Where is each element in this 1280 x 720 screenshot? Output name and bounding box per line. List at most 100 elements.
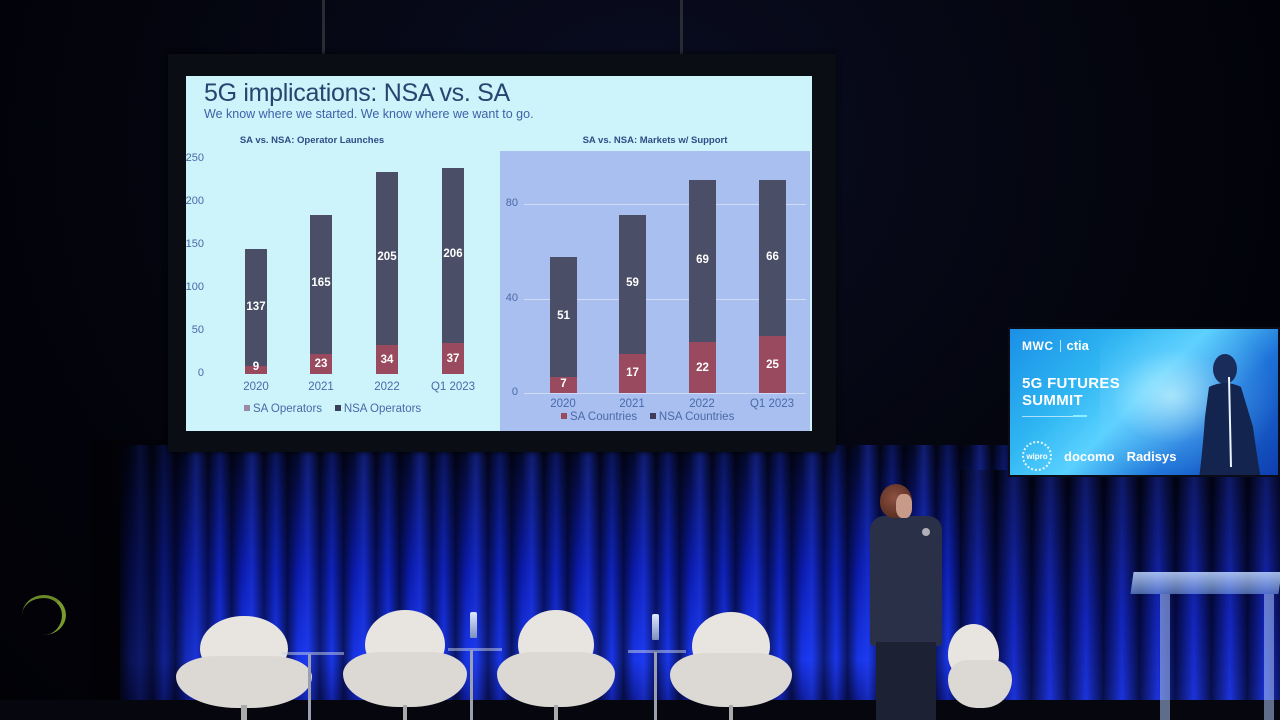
nsa-value: 206 — [443, 248, 463, 260]
nsa-segment — [442, 168, 464, 343]
presentation-slide: 5G implications: NSA vs. SA We know wher… — [186, 76, 812, 431]
chart-legend: SA Operators NSA Operators — [244, 403, 421, 415]
y-tick: 100 — [186, 281, 204, 293]
sa-segment — [689, 342, 716, 393]
tv-sponsors: wipro docomo Radisys — [1022, 441, 1176, 471]
slide-title: 5G implications: NSA vs. SA — [204, 79, 510, 107]
sa-value: 37 — [446, 353, 460, 365]
x-tick: 2022 — [689, 398, 715, 410]
sa-segment — [619, 354, 646, 393]
sa-value: 22 — [696, 362, 709, 374]
logo-separator — [1059, 339, 1061, 352]
tv-title-line2: SUMMIT — [1022, 392, 1083, 409]
nsa-value: 137 — [246, 301, 266, 313]
gridline — [524, 299, 806, 300]
y-tick: 0 — [197, 367, 204, 379]
nsa-segment — [689, 180, 716, 342]
radisys-logo: Radisys — [1126, 448, 1177, 464]
bar-2021: 165 23 — [310, 215, 332, 374]
side-table — [282, 652, 344, 655]
y-tick: 150 — [186, 238, 204, 250]
woman-figure-graphic — [1199, 354, 1261, 475]
presenter-suit — [870, 516, 942, 646]
side-table — [448, 648, 502, 651]
swan-chair — [670, 612, 792, 720]
side-table-stand — [654, 652, 657, 720]
sa-value: 7 — [560, 378, 567, 390]
y-tick: 250 — [186, 152, 204, 164]
y-tick: 50 — [191, 324, 204, 336]
nsa-segment — [619, 215, 646, 354]
side-table-stand — [470, 650, 473, 720]
nsa-value: 165 — [311, 277, 331, 289]
nsa-segment — [550, 257, 577, 377]
bar-q1-2023: 206 37 — [442, 168, 464, 374]
mwc-logo: MWC — [1022, 338, 1054, 353]
y-tick: 40 — [505, 292, 518, 304]
event-tv-display: MWC ctia 5G FUTURES SUMMIT wipro docomo … — [1008, 327, 1280, 477]
nsa-segment — [310, 215, 332, 354]
tv-title-line1: 5G FUTURES — [1022, 375, 1121, 392]
sa-value: 25 — [766, 359, 779, 371]
bar-2022: 69 22 — [689, 180, 716, 393]
y-tick: 200 — [186, 195, 204, 207]
sa-segment — [759, 336, 786, 393]
chart-operator-launches: SA vs. NSA: Operator Launches 0 50 100 1… — [186, 131, 498, 431]
bar-2022: 205 34 — [376, 172, 398, 374]
nsa-value: 51 — [557, 310, 570, 322]
sa-value: 23 — [314, 358, 328, 370]
sa-value: 17 — [626, 367, 639, 379]
sa-value: 34 — [380, 354, 394, 366]
legend-label: NSA Countries — [658, 411, 735, 423]
presenter — [868, 484, 958, 720]
bar-2021: 59 17 — [619, 215, 646, 393]
swan-chair — [176, 616, 312, 720]
y-tick: 80 — [505, 197, 518, 209]
gridline — [524, 204, 806, 205]
chart-title: SA vs. NSA: Operator Launches — [239, 135, 385, 146]
slide-subtitle: We know where we started. We know where … — [204, 107, 534, 121]
ctia-logo: ctia — [1066, 338, 1089, 353]
clear-podium — [1130, 572, 1280, 720]
x-tick: 2022 — [374, 381, 400, 393]
side-table — [628, 650, 686, 653]
swan-chair — [948, 624, 1012, 720]
legend-label: SA Countries — [570, 411, 638, 423]
x-tick: 2020 — [243, 381, 269, 393]
x-tick: 2021 — [308, 381, 334, 393]
bar-2020: 51 7 — [550, 257, 577, 393]
sa-segment — [245, 366, 267, 374]
water-bottle — [652, 614, 659, 640]
swan-chair — [497, 610, 615, 720]
nsa-value: 59 — [626, 277, 639, 289]
legend-swatch-nsa — [334, 405, 341, 411]
legend-label: SA Operators — [253, 403, 323, 415]
sa-segment — [442, 343, 464, 374]
microphone-icon — [922, 528, 930, 536]
legend-label: NSA Operators — [343, 403, 422, 415]
nsa-value: 69 — [696, 254, 709, 266]
wipro-logo: wipro — [1022, 441, 1052, 471]
side-table-stand — [308, 654, 311, 720]
screen-rod-left — [322, 0, 325, 54]
chart-title: SA vs. NSA: Markets w/ Support — [582, 135, 728, 146]
nsa-value: 205 — [377, 251, 397, 263]
screen-rod-right — [680, 0, 683, 54]
sa-value: 9 — [252, 361, 260, 373]
gridline — [524, 393, 806, 394]
tv-logos: MWC ctia — [1022, 338, 1089, 353]
sa-segment — [550, 377, 577, 393]
chart-legend: SA Countries NSA Countries — [561, 411, 734, 423]
docomo-logo: docomo — [1064, 448, 1115, 464]
legend-swatch-sa — [244, 405, 250, 411]
legend-swatch-nsa — [649, 413, 656, 419]
x-tick: 2020 — [550, 398, 576, 410]
nsa-value: 66 — [766, 251, 779, 263]
nsa-segment — [376, 172, 398, 345]
blue-curtain-right — [960, 470, 1280, 720]
nsa-segment — [759, 180, 786, 336]
presenter-face — [896, 494, 912, 518]
swan-chair — [343, 610, 467, 720]
chart-markets-support: SA vs. NSA: Markets w/ Support 0 40 80 5… — [498, 131, 812, 431]
legend-swatch-sa — [561, 413, 567, 419]
